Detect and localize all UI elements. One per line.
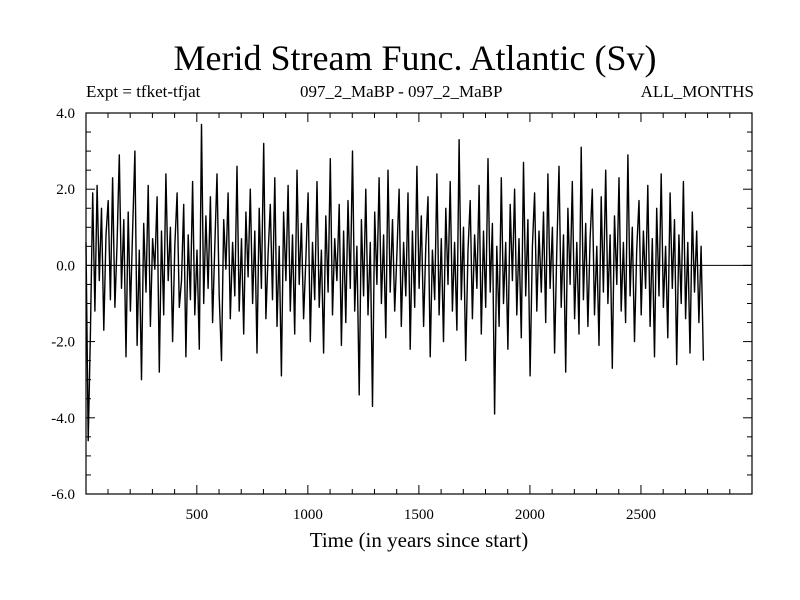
plot-frame <box>85 112 753 495</box>
experiment-label: Expt = tfket-tfjat <box>86 82 201 101</box>
tick-labels: 4.0 2.0 0.0 -2.0 -4.0 -6.0 500 1000 1500 2000 2500 <box>51 106 656 523</box>
y-tick-label: -4.0 <box>51 411 75 427</box>
y-tick-label: 4.0 <box>56 106 75 122</box>
y-tick-label: -2.0 <box>51 335 75 351</box>
x-tick-label: 1000 <box>293 507 323 523</box>
y-tick-label: 0.0 <box>56 258 75 274</box>
months-label: ALL_MONTHS <box>640 82 754 101</box>
x-tick-label: 2500 <box>626 507 656 523</box>
y-tick-label: 2.0 <box>56 182 75 198</box>
y-tick-label: -6.0 <box>51 487 75 503</box>
series-line <box>85 123 705 442</box>
x-tick-label: 1500 <box>404 507 434 523</box>
chart-title: Merid Stream Func. Atlantic (Sv) <box>173 38 657 78</box>
x-axis-label: Time (in years since start) <box>309 528 529 552</box>
period-label: 097_2_MaBP - 097_2_MaBP <box>300 82 503 101</box>
x-tick-label: 2000 <box>515 507 545 523</box>
axis-ticks <box>86 112 753 495</box>
x-tick-label: 500 <box>186 507 209 523</box>
